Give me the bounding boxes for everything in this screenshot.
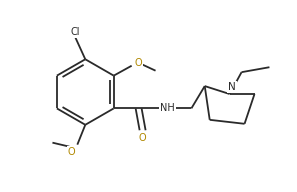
Text: Cl: Cl	[71, 27, 80, 37]
Text: O: O	[135, 58, 142, 68]
Text: NH: NH	[160, 103, 175, 113]
Text: N: N	[228, 82, 236, 92]
Text: O: O	[139, 133, 146, 143]
Text: O: O	[68, 147, 75, 157]
